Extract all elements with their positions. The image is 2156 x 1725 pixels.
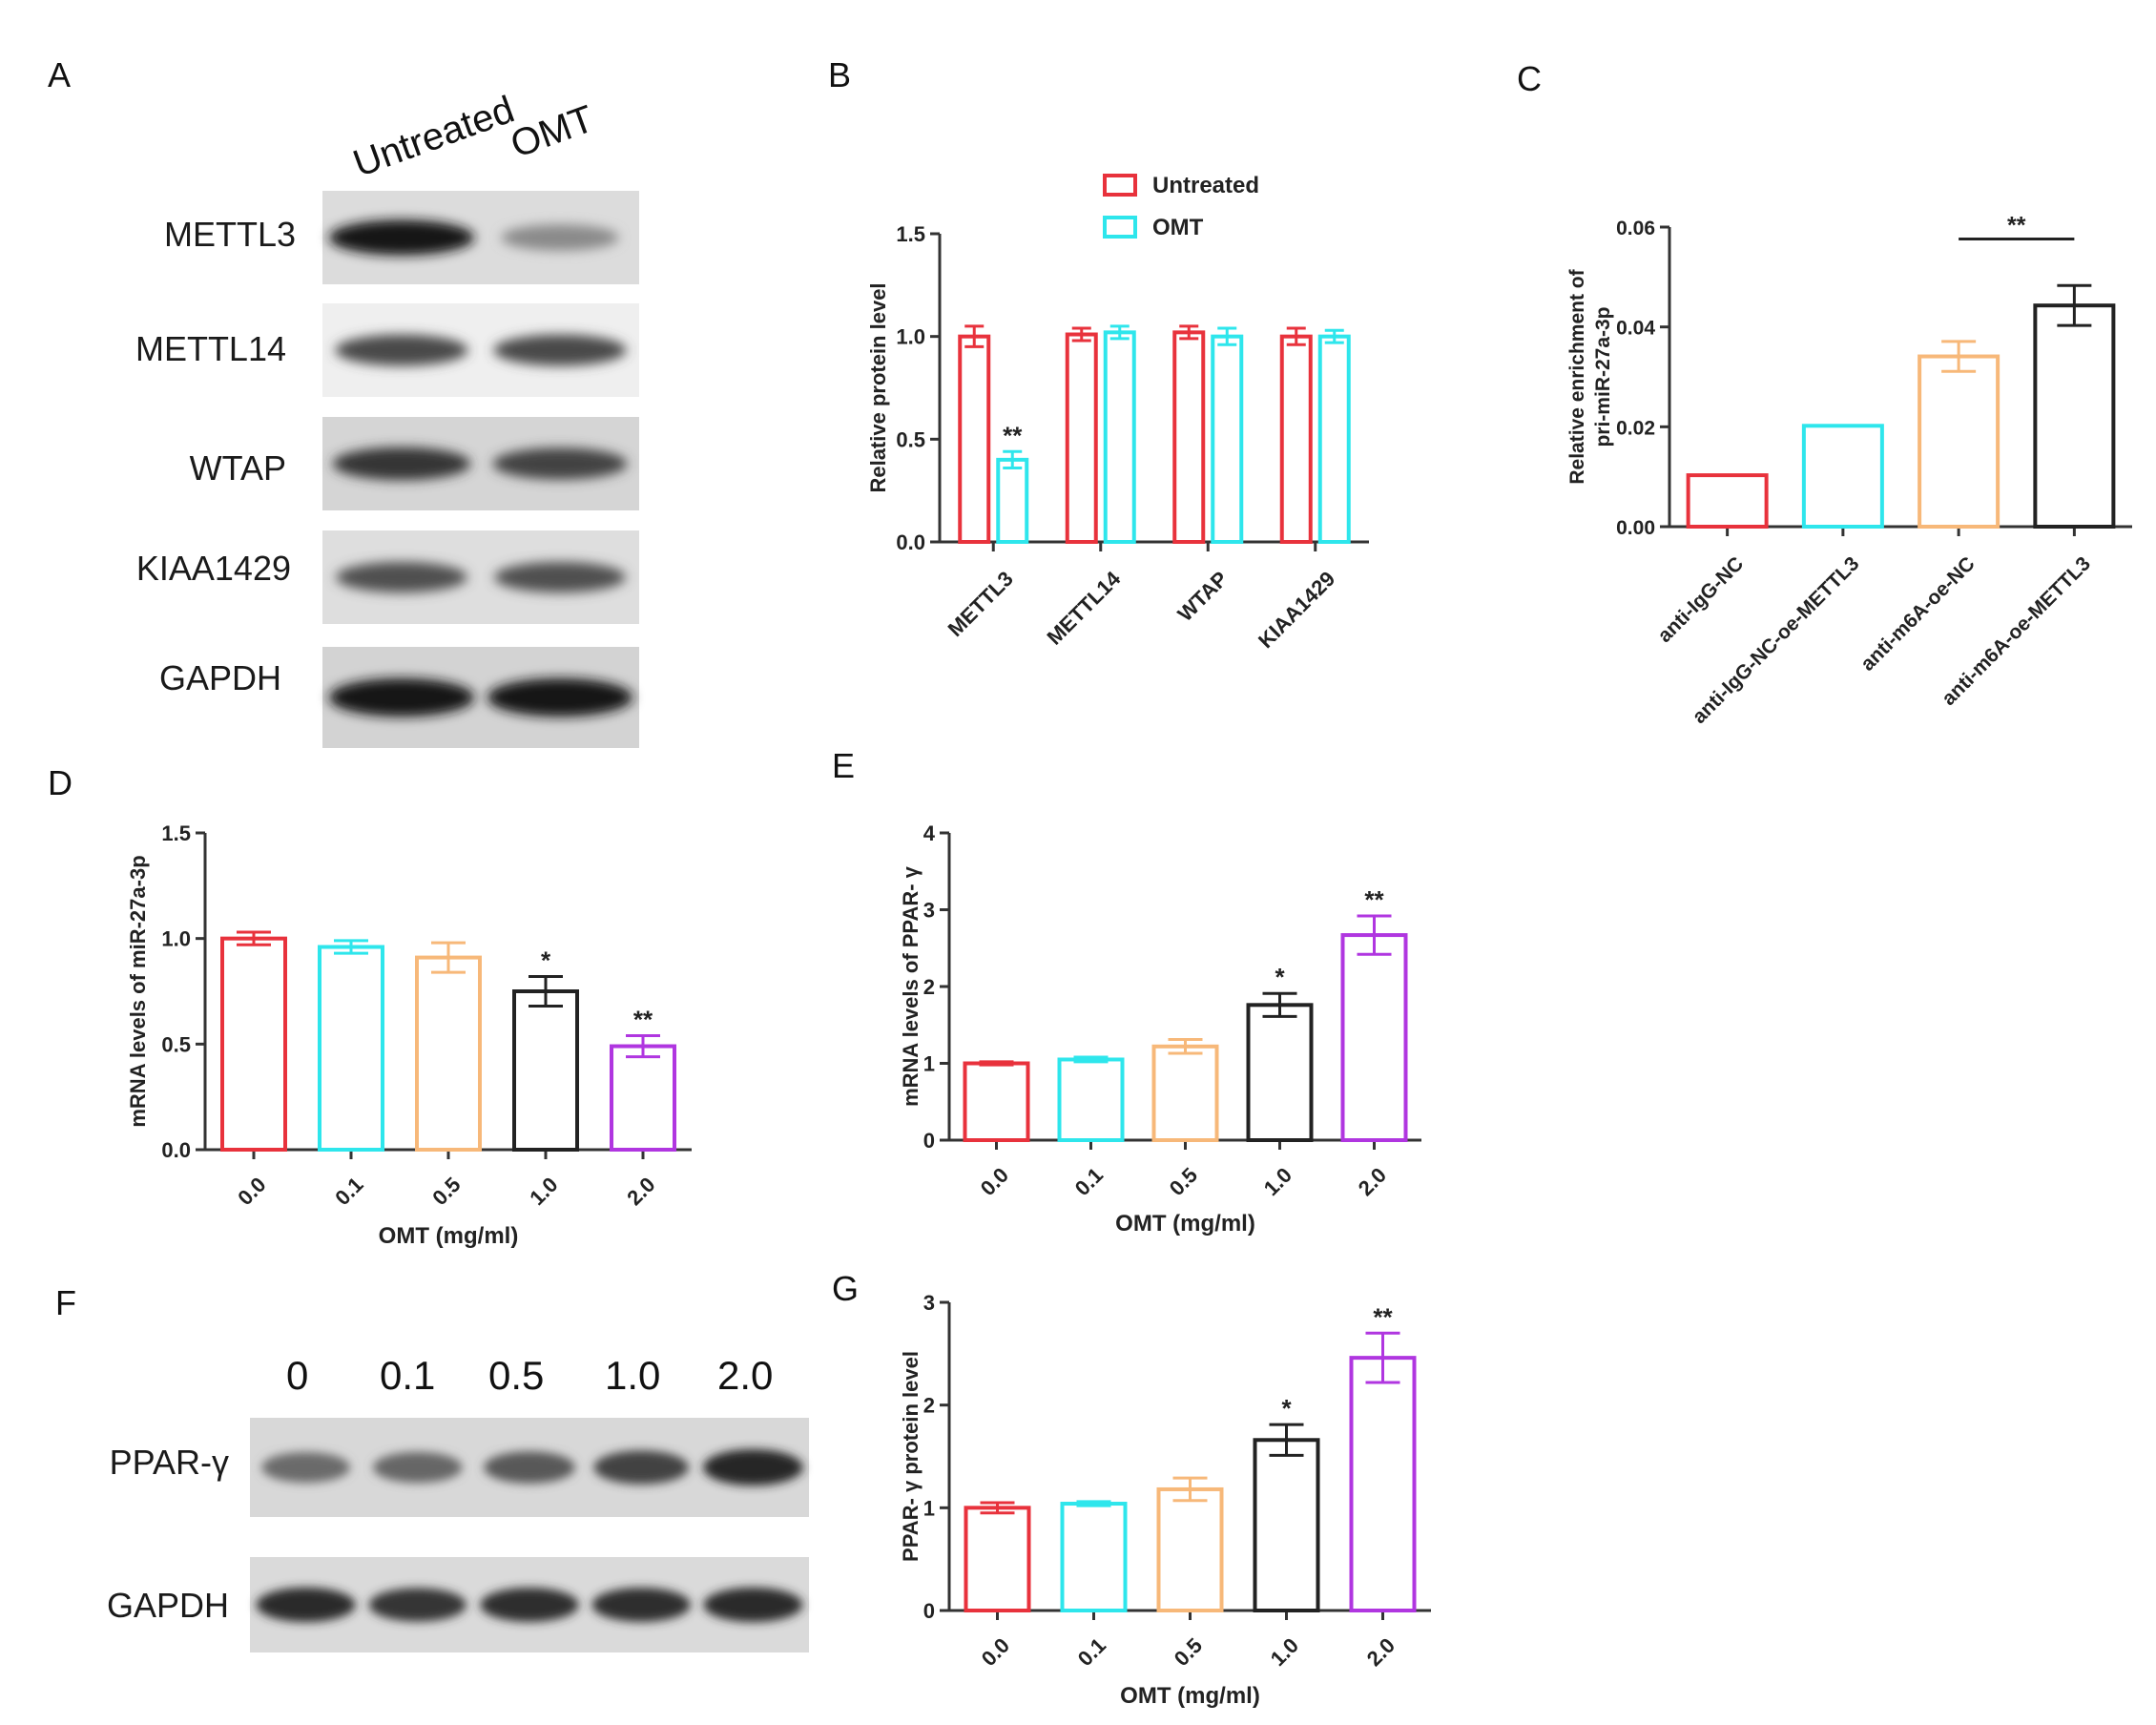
y-tick-label: 0 [923, 1129, 935, 1153]
significance-mark: ** [1003, 421, 1023, 449]
y-axis-label: Relative protein level [866, 282, 890, 492]
y-tick-label: 2 [923, 975, 935, 999]
y-tick-label: 0.0 [161, 1138, 191, 1162]
significance-mark: ** [1373, 1302, 1393, 1331]
y-tick-label: 3 [923, 1291, 935, 1315]
y-tick-label: 1 [923, 1052, 935, 1076]
y-tick-label: 1.5 [161, 821, 191, 845]
x-axis-label: OMT (mg/ml) [379, 1223, 519, 1249]
panel-label-g: G [832, 1269, 860, 1308]
blot-a-label-kiaa1429: KIAA1429 [135, 549, 291, 588]
x-tick-label: 0.0 [977, 1633, 1014, 1671]
y-tick-label: 0.06 [1616, 218, 1655, 239]
y-tick-label: 0 [923, 1599, 935, 1623]
panel-label-c: C [1517, 59, 1542, 98]
bar [1060, 1502, 1128, 1612]
blot-a-label-mettl14: METTL14 [135, 329, 286, 368]
y-tick-label: 2 [923, 1394, 935, 1418]
legend-label: Untreated [1152, 173, 1259, 198]
bar [1349, 1356, 1417, 1612]
significance-mark: * [541, 946, 551, 975]
y-tick-label: 1.0 [896, 325, 925, 349]
panel-label-e: E [832, 746, 856, 785]
x-axis-label: OMT (mg/ml) [1120, 1683, 1260, 1709]
bar [1686, 473, 1769, 530]
legend-swatch [1103, 216, 1137, 239]
bar [1156, 1486, 1224, 1613]
significance-mark: * [1275, 963, 1285, 991]
legend-label: OMT [1152, 215, 1204, 240]
y-tick-label: 4 [923, 821, 936, 845]
x-tick-label: 1.0 [1266, 1633, 1303, 1671]
blot-f-lane-01: 0.1 [380, 1353, 436, 1398]
y-axis-label: mRNA levels of PPAR- γ [899, 865, 923, 1107]
y-tick-label: 1.0 [161, 927, 191, 951]
y-tick-label: 0.00 [1616, 517, 1655, 539]
x-tick-label: 2.0 [1362, 1633, 1399, 1671]
blot-a-label-mettl3: METTL3 [163, 215, 296, 254]
bar [1801, 424, 1884, 529]
blot-f-lane-0: 0 [286, 1353, 309, 1398]
x-tick-label: 0.5 [1170, 1633, 1207, 1671]
y-axis-label: Relative enrichment of [1566, 268, 1588, 484]
blot-f-lane-10: 1.0 [605, 1353, 661, 1398]
y-tick-label: 0.0 [896, 530, 925, 554]
significance-mark: ** [633, 1005, 653, 1033]
y-axis-label: pri-miR-27a-3p [1592, 306, 1614, 447]
bar [964, 1506, 1031, 1613]
blot-f-label-pparg: PPAR-γ [109, 1443, 229, 1482]
y-tick-label: 0.5 [161, 1032, 191, 1056]
blot-f-lane-05: 0.5 [488, 1353, 545, 1398]
bar [1253, 1438, 1320, 1612]
y-tick-label: 0.04 [1616, 318, 1655, 340]
significance-mark: * [1281, 1394, 1292, 1423]
panel-label-f: F [55, 1283, 76, 1322]
y-tick-label: 0.5 [896, 427, 925, 451]
y-tick-label: 1.5 [896, 222, 925, 246]
y-axis-label: mRNA levels of miR-27a-3p [126, 855, 150, 1127]
y-tick-label: 3 [923, 899, 935, 923]
significance-mark: ** [2007, 213, 2026, 239]
legend-swatch [1103, 174, 1137, 197]
panel-label-b: B [828, 55, 852, 94]
significance-mark: ** [1364, 885, 1384, 914]
panel-label-a: A [48, 55, 72, 94]
panel-label-d: D [48, 763, 73, 802]
x-axis-label: OMT (mg/ml) [1115, 1211, 1255, 1237]
y-tick-label: 0.02 [1616, 417, 1655, 439]
y-axis-label: PPAR- γ protein level [899, 1351, 923, 1562]
blot-f-lane-20: 2.0 [717, 1353, 774, 1398]
blot-f-label-gapdh: GAPDH [106, 1586, 229, 1625]
x-tick-label: 0.1 [1073, 1633, 1110, 1671]
blot-a-label-gapdh: GAPDH [158, 658, 281, 697]
blot-a-label-wtap: WTAP [189, 448, 286, 488]
y-tick-label: 1 [923, 1496, 935, 1520]
